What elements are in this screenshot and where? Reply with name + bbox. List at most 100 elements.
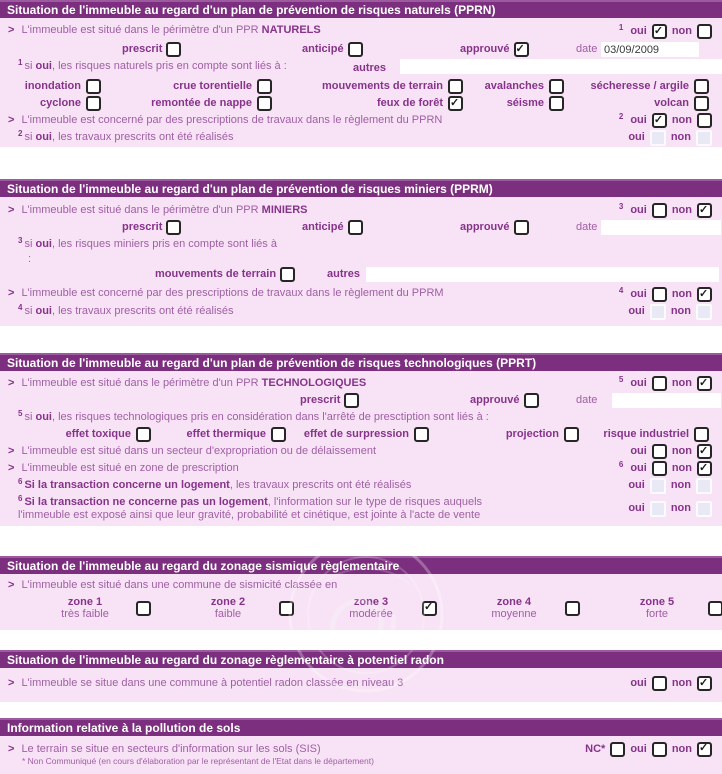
pprm-q1-non-checkbox[interactable] — [697, 202, 712, 219]
risque-industriel-checkbox[interactable] — [694, 427, 709, 442]
pprm-question-perimetre: > L'immeuble est situé dans le périmètre … — [0, 202, 722, 219]
oui-label: oui — [630, 377, 647, 389]
mouvements-terrain-checkbox[interactable] — [448, 79, 463, 94]
radon-oui-checkbox[interactable] — [651, 676, 667, 691]
oui-label: oui — [630, 677, 647, 689]
volcan-checkbox[interactable] — [694, 96, 709, 111]
pprn-approuve-checkbox[interactable] — [513, 41, 529, 58]
pprt-q1-non-checkbox[interactable] — [697, 375, 712, 392]
zone-4-cell: zone 4 moyenne — [453, 596, 596, 620]
pprt-note3-oui-non-disabled: oui non — [628, 494, 712, 523]
oui-label: oui — [628, 131, 645, 143]
pprm-q2-text: L'immeuble est concerné par des prescrip… — [21, 287, 444, 299]
pprt-q3-oui-checkbox[interactable] — [651, 461, 667, 476]
si-label: si — [24, 131, 33, 143]
pprt-q2-non-checkbox[interactable] — [697, 443, 712, 460]
zone-name: zone 4 — [496, 596, 532, 608]
pprt-note-logement: 6 Si la transaction concerne un logement,… — [0, 477, 722, 494]
zone-1-checkbox[interactable] — [136, 600, 151, 616]
pollution-nc-checkbox[interactable] — [610, 741, 626, 757]
bullet-arrow: > — [8, 287, 15, 299]
footnote-ref-3: 3 — [618, 202, 624, 211]
feux-foret-checkbox[interactable] — [448, 95, 463, 112]
pprt-q1-oui-checkbox[interactable] — [651, 376, 667, 391]
effet-surpression-checkbox[interactable] — [414, 427, 429, 442]
pprm-q2-oui-checkbox[interactable] — [651, 286, 667, 302]
zone-level: faible — [214, 608, 242, 620]
pprn-autres-input[interactable] — [400, 59, 722, 74]
non-label: non — [670, 305, 691, 317]
sismique-q-text: L'immeuble est situé dans une commune de… — [21, 579, 338, 591]
pprn-q1-oui-checkbox[interactable] — [651, 23, 667, 40]
pprm-date-input[interactable] — [601, 220, 721, 235]
pprm-note2-oui-non-disabled: oui non — [628, 303, 712, 320]
pprm-prescrit-checkbox[interactable] — [166, 220, 182, 235]
zone-2-checkbox[interactable] — [279, 600, 294, 616]
pprt-q3-non-checkbox[interactable] — [697, 460, 712, 477]
pprm-note2-oui-checkbox-disabled — [649, 303, 666, 320]
pprm-note1-cont: : — [0, 251, 722, 265]
pprm-q1-oui-checkbox[interactable] — [651, 203, 667, 218]
pprt-prescrit-checkbox[interactable] — [344, 393, 360, 408]
bullet-arrow: > — [8, 204, 15, 216]
bullet-arrow: > — [8, 114, 15, 126]
prescrit-label: prescrit — [122, 221, 163, 233]
pprn-risques-row1: inondation crue torentielle mouvements d… — [0, 78, 722, 95]
oui-label: oui — [630, 25, 647, 37]
pprm-note2-text: , les travaux prescrits ont été réalisés — [51, 305, 234, 317]
oui-label: oui — [630, 445, 647, 457]
pprm-approuve-checkbox[interactable] — [513, 220, 529, 235]
bullet-arrow: > — [8, 377, 15, 389]
zone-4-checkbox[interactable] — [565, 600, 580, 616]
pprn-anticipe-checkbox[interactable] — [347, 42, 363, 57]
oui-bold: oui — [35, 238, 52, 250]
secheresse-argile-checkbox[interactable] — [694, 79, 709, 94]
pprm-anticipe-checkbox[interactable] — [347, 220, 363, 235]
oui-label: oui — [628, 502, 645, 514]
pprt-note2-oui-checkbox-disabled — [649, 477, 666, 494]
effet-thermique-checkbox[interactable] — [271, 427, 286, 442]
bullet-arrow: > — [8, 579, 15, 591]
zone-3-checkbox[interactable] — [422, 600, 437, 616]
pprm-note1-row: 3 si oui, les risques miniers pris en com… — [0, 236, 722, 251]
section-pollution-title: Information relative à la pollution de s… — [0, 718, 722, 736]
zone-5-checkbox[interactable] — [708, 600, 722, 616]
pprt-date-input[interactable] — [612, 393, 721, 408]
effet-toxique-checkbox[interactable] — [136, 427, 151, 442]
pprn-q2-oui-checkbox[interactable] — [651, 112, 667, 129]
zone-name: zone 1 — [67, 596, 103, 608]
inondation-checkbox[interactable] — [86, 79, 101, 94]
pprm-mouvements-row: mouvements de terrain autres — [0, 264, 722, 285]
pprm-autres-input[interactable] — [366, 267, 719, 282]
avalanches-checkbox[interactable] — [549, 79, 564, 94]
pollution-non-checkbox[interactable] — [697, 741, 712, 757]
projection-checkbox[interactable] — [564, 427, 579, 442]
pprt-note2-bold: Si la transaction concerne un logement — [24, 479, 230, 491]
mouvements-terrain-label: mouvements de terrain — [155, 268, 277, 280]
pollution-oui-checkbox[interactable] — [651, 741, 667, 757]
pprt-note3-line2: l'immeuble est exposé ainsi que leur gra… — [18, 509, 481, 521]
remontee-nappe-checkbox[interactable] — [257, 96, 272, 111]
pprt-note2-non-checkbox-disabled — [696, 477, 712, 494]
pprn-date-input[interactable] — [601, 42, 699, 57]
pprt-note-non-logement: 6 Si la transaction ne concerne pas un lo… — [0, 494, 722, 523]
pprt-approuve-checkbox[interactable] — [523, 393, 539, 408]
footnote-ref-1: 1 — [18, 58, 23, 67]
pprt-q2-oui-checkbox[interactable] — [651, 444, 667, 459]
pprn-q2-text: L'immeuble est concerné par des prescrip… — [21, 114, 443, 126]
seisme-checkbox[interactable] — [549, 96, 564, 111]
pprm-q2-non-checkbox[interactable] — [697, 286, 712, 303]
cyclone-checkbox[interactable] — [86, 96, 101, 111]
pprn-q1-bold: NATURELS — [261, 24, 321, 36]
radon-non-checkbox[interactable] — [697, 675, 712, 692]
pprt-note1-row: 5 si oui, les risques technologiques pris… — [0, 409, 722, 426]
pprn-q2-non-checkbox[interactable] — [697, 113, 712, 128]
pprm-mouvements-checkbox[interactable] — [280, 267, 296, 282]
pprm-q2-oui-non: 4 oui non — [619, 285, 712, 303]
pprn-q2-oui-non: 2 oui non — [619, 112, 712, 129]
section-pollution: Information relative à la pollution de s… — [0, 718, 722, 774]
pollution-question: > Le terrain se situe en secteurs d'infor… — [0, 741, 722, 757]
pprn-prescrit-checkbox[interactable] — [166, 42, 182, 57]
pprn-q1-non-checkbox[interactable] — [697, 24, 712, 39]
crue-torentielle-checkbox[interactable] — [257, 79, 272, 94]
